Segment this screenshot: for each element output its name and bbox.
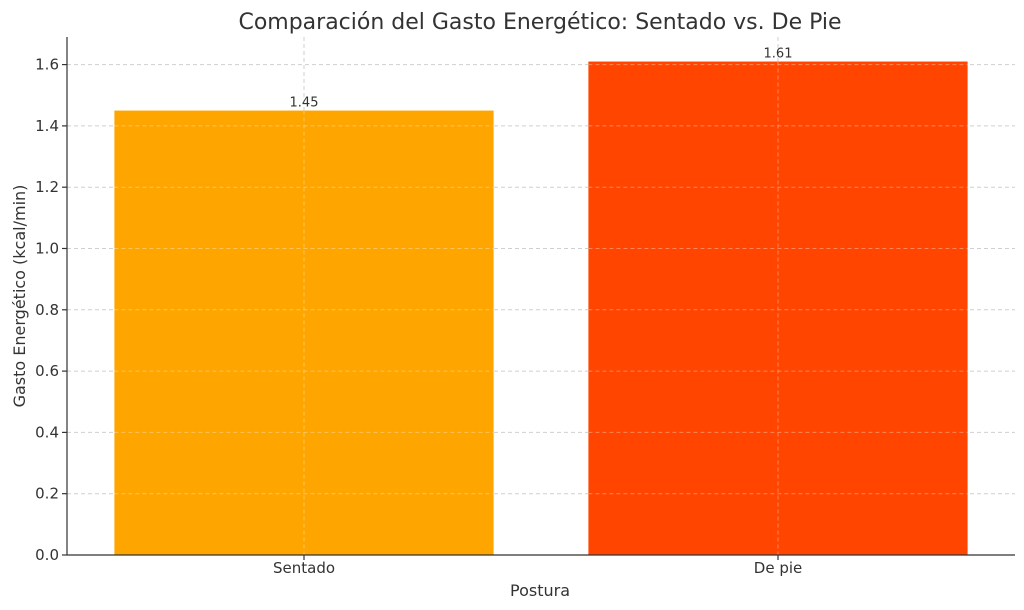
bar-value-label: 1.45 (290, 96, 319, 111)
x-axis-label: Postura (510, 581, 570, 600)
value-labels: 1.45 1.61 (290, 47, 793, 111)
y-tick-label: 1.0 (35, 239, 59, 257)
y-tick-label: 0.4 (35, 423, 59, 441)
bar-de-pie (588, 61, 968, 555)
y-tick-label: 1.4 (35, 117, 59, 135)
y-tick-label: 1.6 (35, 56, 59, 74)
axes (66, 37, 1015, 556)
y-tick-label: 0.6 (35, 362, 59, 380)
bar-value-label: 1.61 (764, 47, 793, 62)
y-ticks: 0.0 0.2 0.4 0.6 0.8 1.0 1.2 1.4 1.6 (35, 56, 67, 564)
x-tick-label: De pie (754, 559, 802, 577)
x-tick-label: Sentado (273, 559, 335, 577)
y-tick-label: 1.2 (35, 178, 59, 196)
x-ticks: Sentado De pie (273, 555, 802, 577)
bars (114, 61, 968, 555)
y-axis-label: Gasto Energético (kcal/min) (10, 185, 29, 408)
bar-sentado (114, 110, 494, 555)
y-tick-label: 0.0 (35, 546, 59, 564)
chart-title: Comparación del Gasto Energético: Sentad… (238, 10, 841, 35)
y-tick-label: 0.2 (35, 485, 59, 503)
y-tick-label: 0.8 (35, 301, 59, 319)
